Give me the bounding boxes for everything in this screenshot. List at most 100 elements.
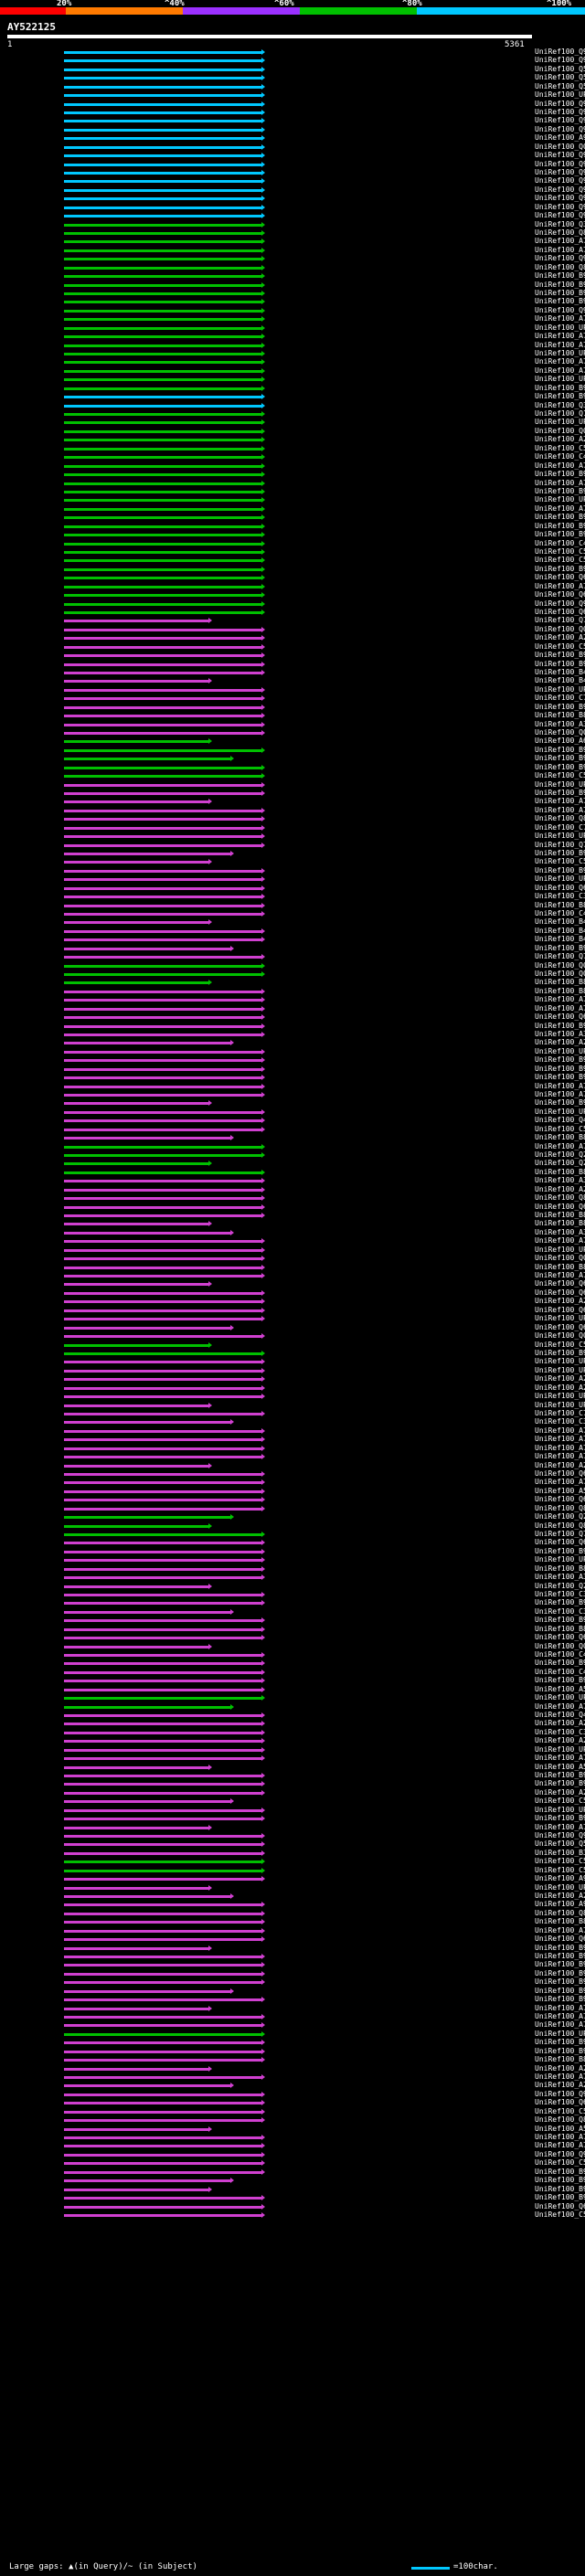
hit-bar[interactable] bbox=[64, 2050, 261, 2053]
hit-bar[interactable] bbox=[64, 1110, 261, 1114]
hit-bar[interactable] bbox=[64, 1912, 261, 1915]
hit-label[interactable]: UniRef100_A7P5Z2 bbox=[535, 995, 585, 1004]
hit-label[interactable]: UniRef100_Q3E9V0 bbox=[535, 219, 585, 228]
hit-bar[interactable] bbox=[64, 326, 261, 330]
hit-label[interactable]: UniRef100_Q9SVT2 bbox=[535, 48, 585, 56]
hit-bar[interactable] bbox=[64, 534, 261, 537]
hit-label[interactable]: UniRef100_Q6K7G5 bbox=[535, 1468, 585, 1478]
hit-label[interactable]: UniRef100_UP1000... bbox=[535, 1744, 585, 1754]
hit-bar[interactable] bbox=[64, 886, 261, 890]
hit-label[interactable]: UniRef100_A7QEV6 bbox=[535, 357, 585, 366]
hit-bar[interactable] bbox=[64, 2119, 261, 2123]
hit-bar[interactable] bbox=[64, 77, 261, 80]
hit-label[interactable]: UniRef100_C3UK34 bbox=[535, 1606, 585, 1616]
hit-bar[interactable] bbox=[64, 2127, 208, 2131]
hit-label[interactable]: UniRef100_C5Z5R2 bbox=[535, 1865, 585, 1874]
hit-label[interactable]: UniRef100_B8I7G2 bbox=[535, 1211, 585, 1220]
hit-label[interactable]: UniRef100_B9IOM5 bbox=[535, 280, 585, 289]
hit-bar[interactable] bbox=[64, 1602, 261, 1606]
hit-bar[interactable] bbox=[64, 2007, 208, 2010]
hit-bar[interactable] bbox=[64, 128, 261, 132]
hit-label[interactable]: UniRef100_UP1000... bbox=[535, 832, 585, 841]
hit-label[interactable]: UniRef100_Q8H0X8 bbox=[535, 1521, 585, 1530]
hit-label[interactable]: UniRef100_B4FDK4 bbox=[535, 667, 585, 676]
hit-bar[interactable] bbox=[64, 1748, 261, 1752]
hit-bar[interactable] bbox=[64, 318, 261, 322]
hit-bar[interactable] bbox=[64, 1231, 230, 1235]
hit-label[interactable]: UniRef100_UP1000... bbox=[535, 1365, 585, 1374]
hit-label[interactable]: UniRef100_B9GJ63 bbox=[535, 392, 585, 401]
hit-label[interactable]: UniRef100_B9IOR2 bbox=[535, 470, 585, 479]
hit-bar[interactable] bbox=[64, 896, 261, 899]
hit-label[interactable]: UniRef100_B9HEZ0 bbox=[535, 943, 585, 952]
hit-label[interactable]: UniRef100_A2XBE5 bbox=[535, 2063, 585, 2072]
hit-label[interactable]: UniRef100_Q7XP37 bbox=[535, 1529, 585, 1538]
hit-label[interactable]: UniRef100_Q2QY60 bbox=[535, 1581, 585, 1590]
hit-label[interactable]: UniRef100_Q7XT16 bbox=[535, 840, 585, 849]
hit-bar[interactable] bbox=[64, 1946, 208, 1950]
hit-bar[interactable] bbox=[64, 818, 261, 822]
hit-label[interactable]: UniRef100_B9MMC5 bbox=[535, 513, 585, 522]
hit-label[interactable]: UniRef100_A7R1E9 bbox=[535, 1426, 585, 1435]
hit-bar[interactable] bbox=[64, 2179, 230, 2183]
hit-bar[interactable] bbox=[64, 1981, 261, 1985]
hit-label[interactable]: UniRef100_B9NIA6 bbox=[535, 865, 585, 875]
hit-bar[interactable] bbox=[64, 1826, 208, 1829]
hit-bar[interactable] bbox=[64, 1921, 261, 1924]
hit-bar[interactable] bbox=[64, 861, 208, 864]
hit-bar[interactable] bbox=[64, 344, 261, 347]
hit-label[interactable]: UniRef100_B9FU38 bbox=[535, 2046, 585, 2055]
hit-label[interactable]: UniRef100_C4PE13 bbox=[535, 538, 585, 547]
hit-label[interactable]: UniRef100_B8BB92 bbox=[535, 900, 585, 909]
hit-bar[interactable] bbox=[64, 1412, 261, 1415]
hit-bar[interactable] bbox=[64, 1938, 261, 1942]
hit-label[interactable]: UniRef100_B9GJL3 bbox=[535, 848, 585, 857]
hit-bar[interactable] bbox=[64, 594, 261, 598]
hit-label[interactable]: UniRef100_Q9SY02 bbox=[535, 2149, 585, 2158]
hit-bar[interactable] bbox=[64, 223, 261, 227]
hit-bar[interactable] bbox=[64, 843, 261, 847]
hit-bar[interactable] bbox=[64, 1300, 261, 1304]
hit-label[interactable]: UniRef100_A7P6B4 bbox=[535, 1701, 585, 1711]
hit-bar[interactable] bbox=[64, 2084, 230, 2088]
hit-label[interactable]: UniRef100_C5X6S7 bbox=[535, 443, 585, 452]
hit-label[interactable]: UniRef100_A2XFD4 bbox=[535, 1297, 585, 1306]
hit-bar[interactable] bbox=[64, 335, 261, 339]
hit-label[interactable]: UniRef100_C5XME3 bbox=[535, 771, 585, 780]
hit-bar[interactable] bbox=[64, 921, 208, 925]
hit-label[interactable]: UniRef100_UP1000... bbox=[535, 323, 585, 332]
hit-label[interactable]: UniRef100_B9IMH9 bbox=[535, 1098, 585, 1108]
hit-bar[interactable] bbox=[64, 1989, 230, 1993]
hit-bar[interactable] bbox=[64, 1472, 261, 1476]
hit-bar[interactable] bbox=[64, 1042, 230, 1045]
hit-label[interactable]: UniRef100_Q65836 bbox=[535, 2098, 585, 2107]
hit-bar[interactable] bbox=[64, 1851, 261, 1855]
hit-bar[interactable] bbox=[64, 1318, 261, 1321]
hit-bar[interactable] bbox=[64, 1395, 261, 1399]
hit-label[interactable]: UniRef100_B9RYX0 bbox=[535, 486, 585, 495]
hit-bar[interactable] bbox=[64, 610, 261, 614]
hit-label[interactable]: UniRef100_A6N8P3 bbox=[535, 737, 585, 746]
hit-label[interactable]: UniRef100_C5Y594 bbox=[535, 546, 585, 556]
hit-bar[interactable] bbox=[64, 1464, 208, 1468]
hit-bar[interactable] bbox=[64, 1016, 261, 1020]
hit-label[interactable]: UniRef100_B8AUK0 bbox=[535, 1167, 585, 1176]
hit-bar[interactable] bbox=[64, 1102, 208, 1106]
hit-label[interactable]: UniRef100_A7QF26 bbox=[535, 461, 585, 470]
hit-label[interactable]: UniRef100_A5HDD1 bbox=[535, 1486, 585, 1495]
hit-label[interactable]: UniRef100_C4PH27 bbox=[535, 909, 585, 917]
hit-label[interactable]: UniRef100_UP1000... bbox=[535, 1392, 585, 1401]
hit-label[interactable]: UniRef100_Q65BB0 bbox=[535, 607, 585, 616]
hit-label[interactable]: UniRef100_A7QZV8 bbox=[535, 1478, 585, 1487]
hit-label[interactable]: UniRef100_Q65BS0 bbox=[535, 1935, 585, 1944]
hit-label[interactable]: UniRef100_Q5SZV1 bbox=[535, 64, 585, 73]
hit-bar[interactable] bbox=[64, 378, 261, 382]
hit-label[interactable]: UniRef100_B9HAK7 bbox=[535, 1995, 585, 2004]
hit-label[interactable]: UniRef100_A7QD05 bbox=[535, 314, 585, 323]
hit-label[interactable]: UniRef100_A3AEA2 bbox=[535, 719, 585, 728]
hit-bar[interactable] bbox=[64, 990, 261, 993]
hit-bar[interactable] bbox=[64, 456, 261, 460]
hit-bar[interactable] bbox=[64, 2024, 261, 2028]
hit-label[interactable]: UniRef100_B9SF18 bbox=[535, 1021, 585, 1030]
hit-label[interactable]: UniRef100_B9SEZ2 bbox=[535, 2167, 585, 2176]
